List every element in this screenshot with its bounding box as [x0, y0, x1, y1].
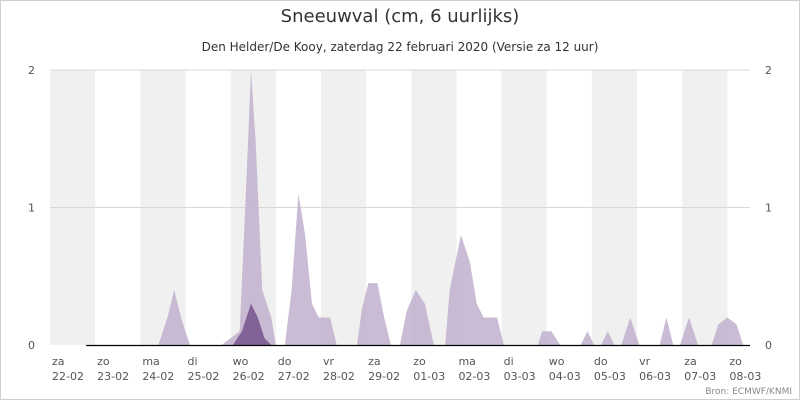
chart-subtitle: Den Helder/De Kooy, zaterdag 22 februari…: [201, 40, 599, 54]
x-tick-date: 26-02: [233, 370, 265, 383]
x-tick-day: zo: [97, 355, 110, 368]
x-tick-date: 07-03: [684, 370, 716, 383]
x-tick-date: 02-03: [458, 370, 490, 383]
x-tick-day: za: [684, 355, 697, 368]
x-tick-date: 01-03: [413, 370, 445, 383]
x-tick-day: za: [368, 355, 381, 368]
x-tick-date: 08-03: [729, 370, 761, 383]
y-tick-label-right: 0: [765, 339, 772, 352]
x-tick-date: 03-03: [504, 370, 536, 383]
y-tick-label-right: 1: [765, 202, 772, 215]
x-tick-date: 22-02: [52, 370, 84, 383]
x-tick-day: di: [187, 355, 197, 368]
y-tick-label-right: 2: [765, 64, 772, 77]
ensemble-area: [86, 70, 744, 345]
x-tick-date: 29-02: [368, 370, 400, 383]
x-tick-date: 24-02: [142, 370, 174, 383]
y-tick-label-left: 2: [28, 64, 35, 77]
x-tick-day: wo: [233, 355, 249, 368]
median-area: [232, 303, 272, 345]
x-tick-day: ma: [142, 355, 159, 368]
x-tick-day: zo: [413, 355, 426, 368]
x-tick-day: do: [278, 355, 292, 368]
x-tick-date: 28-02: [323, 370, 355, 383]
y-tick-label-left: 0: [28, 339, 35, 352]
x-tick-date: 06-03: [639, 370, 671, 383]
y-tick-label-left: 1: [28, 202, 35, 215]
x-tick-day: wo: [549, 355, 565, 368]
x-tick-day: vr: [639, 355, 651, 368]
x-tick-day: vr: [323, 355, 335, 368]
chart-title: Sneeuwval (cm, 6 uurlijks): [280, 6, 520, 27]
x-tick-date: 05-03: [594, 370, 626, 383]
x-tick-day: do: [594, 355, 608, 368]
x-tick-day: di: [504, 355, 514, 368]
x-tick-day: za: [52, 355, 65, 368]
x-tick-day: ma: [458, 355, 475, 368]
x-tick-day: zo: [729, 355, 742, 368]
x-tick-date: 27-02: [278, 370, 310, 383]
source-credit: Bron: ECMWF/KNMI: [705, 387, 792, 397]
x-tick-date: 25-02: [187, 370, 219, 383]
x-tick-date: 23-02: [97, 370, 129, 383]
x-tick-date: 04-03: [549, 370, 581, 383]
